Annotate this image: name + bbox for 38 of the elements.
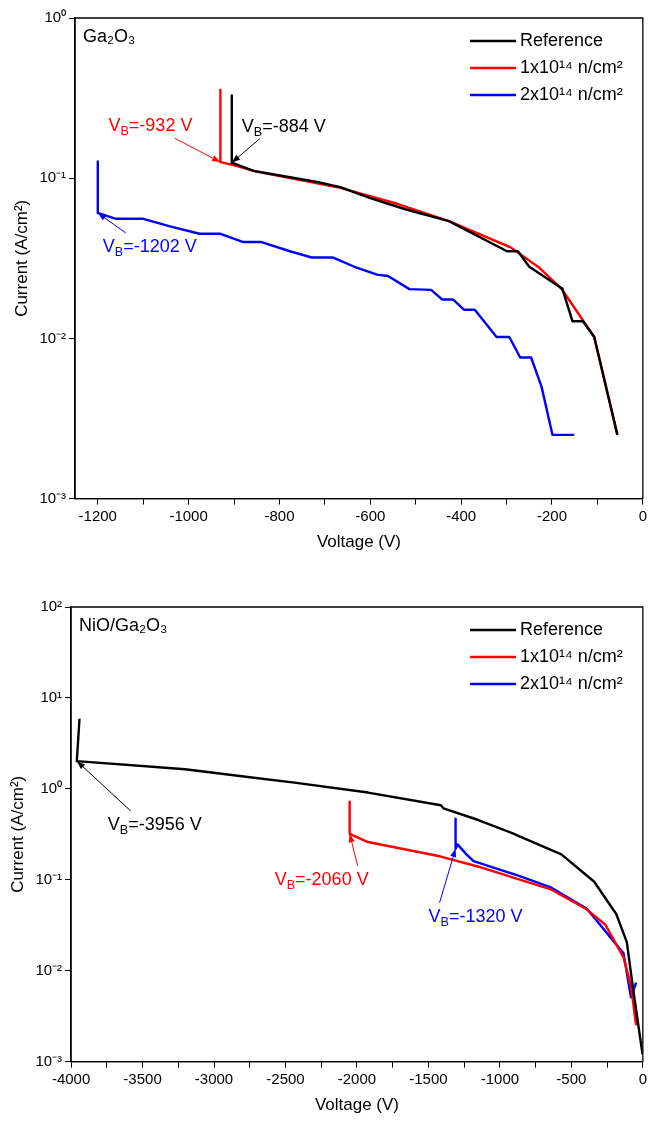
x-tick-label: -1200 [78,506,117,524]
x-tick-label: -1000 [480,1069,520,1087]
legend-label: 1x10¹⁴ n/cm² [520,645,623,666]
y-tick-label: 10⁻¹ [39,168,67,186]
x-tick-label: -1000 [169,506,208,524]
x-tick-label: -3500 [123,1069,162,1087]
x-tick-label: 0 [638,1069,647,1087]
x-tick-label: -1500 [409,1069,448,1087]
y-tick-label: 10² [40,597,63,615]
legend-label: 1x10¹⁴ n/cm² [520,56,623,77]
x-tick-label: -600 [355,506,386,524]
legend-label: Reference [520,29,604,50]
y-tick-label: 10⁻¹ [35,869,63,887]
y-tick-label: 10⁻² [39,328,67,346]
y-tick-label: 10⁻³ [39,488,67,506]
legend-label: 2x10¹⁴ n/cm² [520,672,623,693]
x-tick-label: -400 [446,506,477,524]
chart-title: Ga₂O₃ [83,25,136,46]
x-tick-label: -200 [536,506,567,524]
y-tick-label: 10⁰ [40,778,63,796]
legend-label: Reference [520,618,604,639]
y-axis-title: Current (A/cm²) [7,775,27,893]
x-axis-title: Voltage (V) [314,1095,400,1115]
y-tick-label: 10¹ [40,688,63,706]
x-tick-label: -800 [264,506,295,524]
x-tick-label: -500 [556,1069,587,1087]
x-tick-label: 0 [638,506,647,524]
y-tick-label: 10⁰ [44,8,67,26]
y-axis-title: Current (A/cm²) [11,199,31,317]
chart-title: NiO/Ga₂O₃ [79,614,168,635]
x-tick-label: -2000 [337,1069,377,1087]
y-tick-label: 10⁻³ [35,1051,63,1069]
legend-label: 2x10¹⁴ n/cm² [520,83,623,104]
x-tick-label: -4000 [51,1069,91,1087]
x-tick-label: -3000 [194,1069,234,1087]
y-tick-label: 10⁻² [35,960,63,978]
x-tick-label: -2500 [266,1069,305,1087]
x-axis-title: Voltage (V) [316,532,402,552]
